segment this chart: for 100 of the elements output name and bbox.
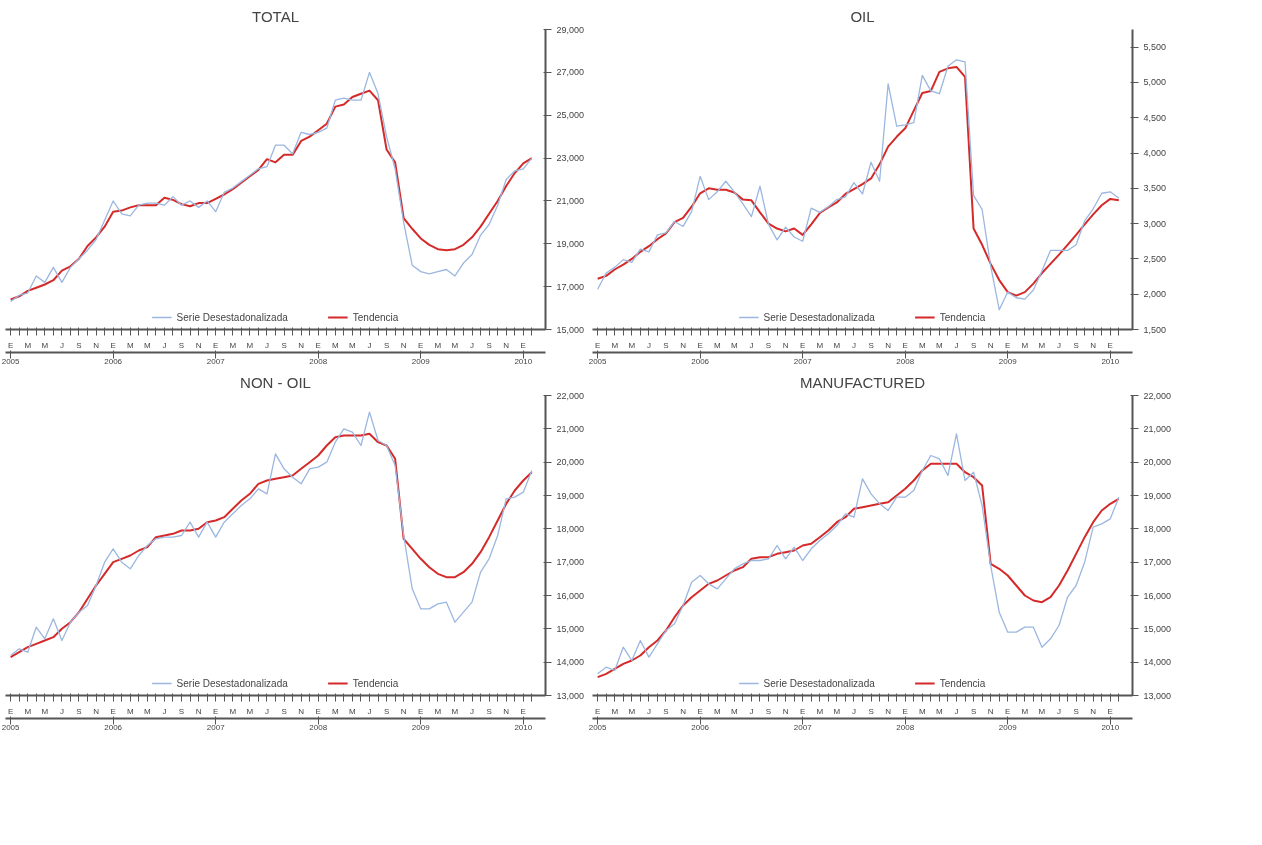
category-label: E 2006 [691, 706, 710, 732]
x-tick-label: J [1057, 706, 1062, 716]
y-tick-label: 14,000 [1143, 657, 1172, 668]
x-tick-label: J [749, 340, 754, 350]
category-label: E 2005 [1, 706, 20, 732]
x-tick-label: J [264, 340, 269, 350]
category-label: E 2007 [793, 706, 812, 732]
y-tick-label: 3,000 [1143, 218, 1167, 229]
y-tick-label: 21,000 [556, 195, 585, 206]
y-tick-label: 16,000 [556, 590, 585, 601]
x-tick-label: J [59, 340, 64, 350]
x-tick-label: J [367, 340, 372, 350]
category-label: E 2010 [1101, 706, 1120, 732]
x-tick-label: N [195, 706, 202, 716]
category-label: E 2006 [104, 706, 123, 732]
x-tick-label: M [434, 706, 442, 716]
x-tick-label: M [611, 706, 619, 716]
y-tick-label: 22,000 [556, 390, 585, 401]
x-tick-label: J [162, 340, 167, 350]
x-tick-label: N [400, 706, 407, 716]
y-tick-label: 1,500 [1143, 324, 1167, 335]
y-tick-label: 5,000 [1143, 77, 1167, 88]
x-tick-label: M [628, 706, 636, 716]
x-tick-label: N [503, 340, 510, 350]
x-tick-label: M [24, 340, 32, 350]
x-tick-label: M [349, 706, 357, 716]
x-tick-label: S [76, 706, 82, 716]
y-tick-label: 16,000 [1143, 590, 1172, 601]
y-tick-label: 5,500 [1143, 42, 1167, 53]
category-label: E 2006 [691, 340, 710, 366]
category-label: E 2007 [793, 340, 812, 366]
y-tick-label: 13,000 [556, 690, 585, 701]
x-tick-label: M [451, 706, 459, 716]
category-label: E 2008 [896, 706, 915, 732]
x-tick-label: N [987, 706, 994, 716]
x-tick-label: N [885, 340, 892, 350]
x-tick-label: M [731, 706, 738, 716]
x-tick-label: M [936, 340, 944, 350]
y-tick-label: 29,000 [556, 24, 585, 35]
legend-label: Serie Desestadonalizada [763, 311, 875, 323]
x-tick-label: N [1090, 340, 1097, 350]
x-tick-label: M [126, 340, 134, 350]
y-tick-label: 2,000 [1143, 289, 1167, 300]
legend-label: Tendencia [939, 311, 986, 323]
y-tick-label: 18,000 [556, 523, 585, 534]
x-tick-label: M [144, 340, 151, 350]
legend-label: Serie Desestadonalizada [176, 311, 288, 323]
y-tick-label: 13,000 [1143, 690, 1172, 701]
y-tick-label: 25,000 [556, 110, 585, 121]
x-tick-label: S [663, 706, 669, 716]
category-label: E 2010 [514, 706, 533, 732]
y-tick-label: 3,500 [1143, 183, 1167, 194]
y-tick-label: 18,000 [1143, 523, 1172, 534]
x-tick-label: J [749, 706, 754, 716]
x-tick-label: M [936, 706, 944, 716]
x-tick-label: S [765, 340, 772, 350]
x-tick-label: N [782, 340, 789, 350]
legend-label: Serie Desestadonalizada [176, 677, 288, 689]
x-tick-label: J [367, 706, 372, 716]
x-tick-label: J [851, 340, 856, 350]
x-tick-label: J [470, 340, 475, 350]
category-label: E 2010 [514, 340, 533, 366]
x-tick-label: S [765, 706, 772, 716]
x-tick-label: N [885, 706, 892, 716]
category-label: E 2009 [998, 340, 1017, 366]
y-tick-label: 20,000 [1143, 457, 1172, 468]
x-tick-label: M [833, 706, 841, 716]
x-tick-label: S [383, 340, 390, 350]
category-label: E 2007 [206, 340, 225, 366]
x-tick-label: N [93, 340, 100, 350]
x-tick-label: M [1021, 706, 1029, 716]
category-label: E 2008 [309, 340, 328, 366]
y-tick-label: 23,000 [556, 153, 585, 164]
y-tick-label: 17,000 [556, 557, 585, 568]
x-tick-label: M [331, 340, 339, 350]
x-tick-label: J [954, 706, 959, 716]
x-tick-label: J [646, 340, 651, 350]
legend-label: Tendencia [352, 677, 399, 689]
y-tick-label: 17,000 [1143, 557, 1172, 568]
x-tick-label: N [680, 340, 687, 350]
x-tick-label: S [868, 340, 874, 350]
x-tick-label: S [970, 706, 977, 716]
x-tick-label: J [646, 706, 651, 716]
y-tick-label: 19,000 [556, 238, 585, 249]
x-tick-label: M [246, 706, 254, 716]
x-tick-label: S [868, 706, 874, 716]
x-tick-label: N [93, 706, 100, 716]
x-tick-label: S [76, 340, 82, 350]
x-tick-label: J [162, 706, 167, 716]
x-tick-label: M [1021, 340, 1029, 350]
x-tick-label: N [400, 340, 407, 350]
x-tick-label: M [918, 706, 926, 716]
y-tick-label: 20,000 [556, 457, 585, 468]
x-tick-label: M [713, 340, 721, 350]
y-tick-label: 15,000 [1143, 623, 1172, 634]
category-label: E 2005 [588, 706, 607, 732]
x-tick-label: J [264, 706, 269, 716]
x-tick-label: M [731, 340, 738, 350]
x-tick-label: M [611, 340, 619, 350]
category-label: E 2006 [104, 340, 123, 366]
